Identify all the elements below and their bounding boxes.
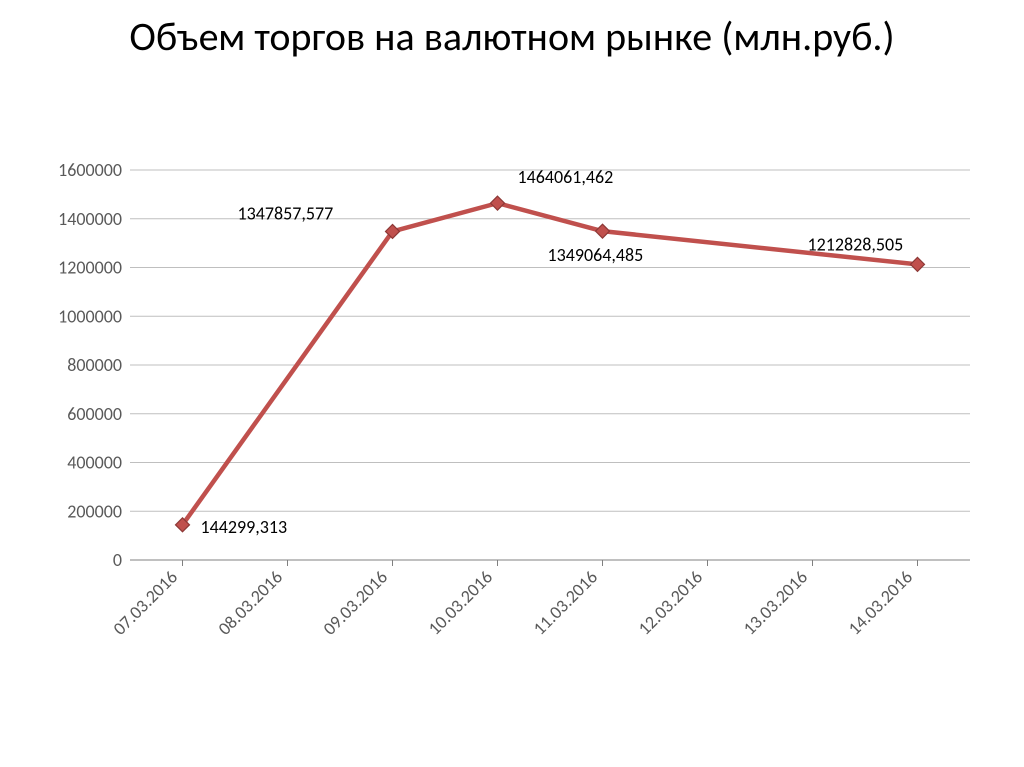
- y-tick-label: 200000: [67, 500, 122, 522]
- x-tick-label: 10.03.2016: [423, 566, 497, 640]
- data-label: 144299,313: [201, 516, 288, 538]
- y-tick-label: 1600000: [58, 160, 122, 181]
- y-tick-label: 0: [113, 549, 122, 571]
- y-tick-label: 800000: [67, 354, 122, 376]
- x-tick-label: 09.03.2016: [318, 566, 392, 640]
- chart-title: Объем торгов на валютном рынке (млн.руб.…: [0, 0, 1024, 60]
- data-marker: [596, 224, 610, 238]
- x-tick-label: 08.03.2016: [213, 566, 287, 640]
- y-tick-label: 1200000: [58, 257, 122, 279]
- chart-container: 0 200000 400000 600000 800000 1000000 1200000 1…: [40, 160, 984, 720]
- y-tick-label: 600000: [67, 403, 122, 425]
- data-marker: [491, 196, 505, 210]
- x-tick-label: 11.03.2016: [528, 566, 602, 640]
- data-label: 1347857,577: [238, 202, 334, 224]
- x-tick-label: 12.03.2016: [633, 566, 707, 640]
- line-chart: 0 200000 400000 600000 800000 1000000 1200000 1…: [40, 160, 984, 720]
- x-tick-label: 13.03.2016: [738, 566, 812, 640]
- data-marker: [911, 257, 925, 271]
- x-tick-label: 14.03.2016: [843, 566, 917, 640]
- data-label: 1349064,485: [548, 244, 644, 266]
- y-tick-label: 1400000: [58, 208, 122, 230]
- data-label: 1464061,462: [518, 166, 614, 188]
- y-tick-label: 400000: [67, 452, 122, 474]
- data-label: 1212828,505: [808, 233, 904, 255]
- x-tick-label: 07.03.2016: [108, 566, 182, 640]
- y-tick-label: 1000000: [58, 305, 122, 327]
